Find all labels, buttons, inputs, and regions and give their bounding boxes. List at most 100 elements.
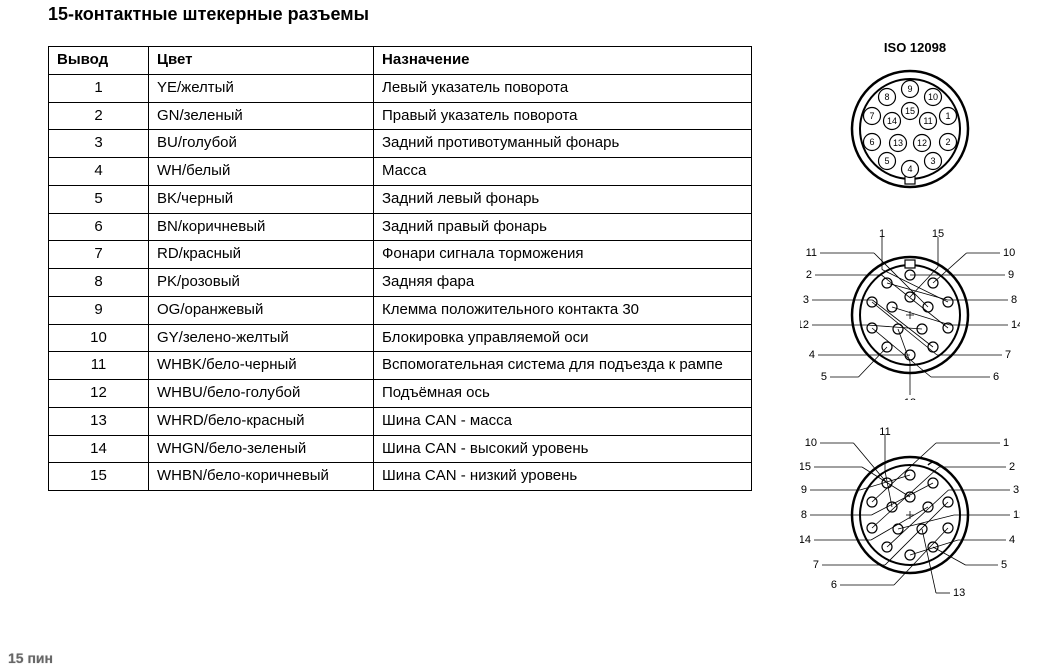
- svg-text:9: 9: [907, 84, 912, 94]
- table-row: 2GN/зеленыйПравый указатель поворота: [49, 102, 752, 130]
- cell-function: Вспомогательная система для подъезда к р…: [374, 352, 752, 380]
- cell-color: YE/желтый: [149, 74, 374, 102]
- cell-pin: 10: [49, 324, 149, 352]
- svg-text:6: 6: [831, 579, 837, 591]
- connector-diagram-2: 115111029381214475613: [800, 225, 1030, 405]
- svg-text:10: 10: [928, 92, 938, 102]
- svg-text:2: 2: [806, 269, 812, 281]
- table-row: 8PK/розовыйЗадняя фара: [49, 269, 752, 297]
- svg-text:15: 15: [800, 461, 811, 473]
- cell-color: WHBU/бело-голубой: [149, 380, 374, 408]
- table-row: 4WH/белыйМасса: [49, 158, 752, 186]
- svg-text:4: 4: [809, 349, 815, 361]
- svg-text:15: 15: [932, 228, 944, 240]
- connector-diagram-iso: ISO 12098 123456789101112131415: [800, 40, 1030, 207]
- connector-svg-2: 115111029381214475613: [800, 225, 1020, 400]
- svg-text:5: 5: [821, 371, 827, 383]
- svg-text:7: 7: [1005, 349, 1011, 361]
- svg-text:10: 10: [805, 437, 817, 449]
- table-row: 14WHGN/бело-зеленыйШина CAN - высокий ур…: [49, 435, 752, 463]
- svg-text:11: 11: [806, 247, 817, 259]
- pinout-table-wrap: Вывод Цвет Назначение 1YE/желтыйЛевый ук…: [48, 46, 752, 491]
- cell-color: GY/зелено-желтый: [149, 324, 374, 352]
- cell-pin: 6: [49, 213, 149, 241]
- cell-function: Задний правый фонарь: [374, 213, 752, 241]
- table-row: 6BN/коричневыйЗадний правый фонарь: [49, 213, 752, 241]
- table-row: 10GY/зелено-желтыйБлокировка управляемой…: [49, 324, 752, 352]
- cell-function: Масса: [374, 158, 752, 186]
- svg-text:14: 14: [1011, 319, 1020, 331]
- svg-text:6: 6: [993, 371, 999, 383]
- svg-text:13: 13: [904, 397, 916, 400]
- svg-text:13: 13: [893, 138, 903, 148]
- cell-function: Задний противотуманный фонарь: [374, 130, 752, 158]
- svg-text:4: 4: [1009, 534, 1015, 546]
- table-row: 12WHBU/бело-голубойПодъёмная ось: [49, 380, 752, 408]
- cell-function: Шина CAN - низкий уровень: [374, 463, 752, 491]
- cell-function: Шина CAN - высокий уровень: [374, 435, 752, 463]
- svg-text:8: 8: [801, 509, 807, 521]
- cell-color: RD/красный: [149, 241, 374, 269]
- cell-color: WH/белый: [149, 158, 374, 186]
- cell-pin: 3: [49, 130, 149, 158]
- svg-text:8: 8: [884, 92, 889, 102]
- cell-color: WHGN/бело-зеленый: [149, 435, 374, 463]
- cell-color: PK/розовый: [149, 269, 374, 297]
- cell-pin: 4: [49, 158, 149, 186]
- svg-text:11: 11: [879, 426, 890, 438]
- cell-pin: 14: [49, 435, 149, 463]
- svg-text:12: 12: [917, 138, 927, 148]
- svg-text:6: 6: [869, 137, 874, 147]
- diagram-area: ISO 12098 123456789101112131415 11511102…: [800, 40, 1030, 626]
- cell-pin: 1: [49, 74, 149, 102]
- table-row: 5BK/черныйЗадний левый фонарь: [49, 185, 752, 213]
- cell-pin: 5: [49, 185, 149, 213]
- svg-text:3: 3: [930, 156, 935, 166]
- page-title: 15-контактные штекерные разъемы: [48, 4, 369, 25]
- svg-text:1: 1: [945, 111, 950, 121]
- cell-function: Правый указатель поворота: [374, 102, 752, 130]
- cell-function: Задний левый фонарь: [374, 185, 752, 213]
- svg-text:14: 14: [887, 116, 897, 126]
- svg-text:1: 1: [879, 228, 885, 240]
- svg-text:2: 2: [1009, 461, 1015, 473]
- col-header-function: Назначение: [374, 47, 752, 75]
- svg-text:7: 7: [869, 111, 874, 121]
- svg-text:4: 4: [907, 164, 912, 174]
- cell-color: BN/коричневый: [149, 213, 374, 241]
- table-row: 9OG/оранжевыйКлемма положительного конта…: [49, 296, 752, 324]
- cell-color: OG/оранжевый: [149, 296, 374, 324]
- col-header-pin: Вывод: [49, 47, 149, 75]
- cell-color: BK/черный: [149, 185, 374, 213]
- svg-text:14: 14: [800, 534, 811, 546]
- svg-text:5: 5: [884, 156, 889, 166]
- cell-function: Задняя фара: [374, 269, 752, 297]
- svg-text:5: 5: [1001, 559, 1007, 571]
- cell-color: WHBN/бело-коричневый: [149, 463, 374, 491]
- cell-pin: 13: [49, 407, 149, 435]
- svg-text:3: 3: [803, 294, 809, 306]
- cell-color: WHBK/бело-черный: [149, 352, 374, 380]
- table-row: 15WHBN/бело-коричневыйШина CAN - низкий …: [49, 463, 752, 491]
- table-row: 7RD/красныйФонари сигнала торможения: [49, 241, 752, 269]
- table-row: 11WHBK/бело-черныйВспомогательная систем…: [49, 352, 752, 380]
- cell-pin: 7: [49, 241, 149, 269]
- svg-text:12: 12: [800, 319, 809, 331]
- svg-text:13: 13: [953, 587, 965, 599]
- cell-function: Клемма положительного контакта 30: [374, 296, 752, 324]
- table-row: 1YE/желтыйЛевый указатель поворота: [49, 74, 752, 102]
- cell-pin: 8: [49, 269, 149, 297]
- svg-text:12: 12: [1013, 509, 1020, 521]
- svg-text:9: 9: [801, 484, 807, 496]
- table-header-row: Вывод Цвет Назначение: [49, 47, 752, 75]
- cell-pin: 9: [49, 296, 149, 324]
- cell-pin: 15: [49, 463, 149, 491]
- connector-svg-1: 123456789101112131415: [800, 57, 1020, 202]
- svg-text:3: 3: [1013, 484, 1019, 496]
- cell-function: Подъёмная ось: [374, 380, 752, 408]
- col-header-color: Цвет: [149, 47, 374, 75]
- svg-text:2: 2: [945, 137, 950, 147]
- svg-text:7: 7: [813, 559, 819, 571]
- connector-diagram-3: 101111529381214475613: [800, 423, 1030, 608]
- svg-text:15: 15: [905, 106, 915, 116]
